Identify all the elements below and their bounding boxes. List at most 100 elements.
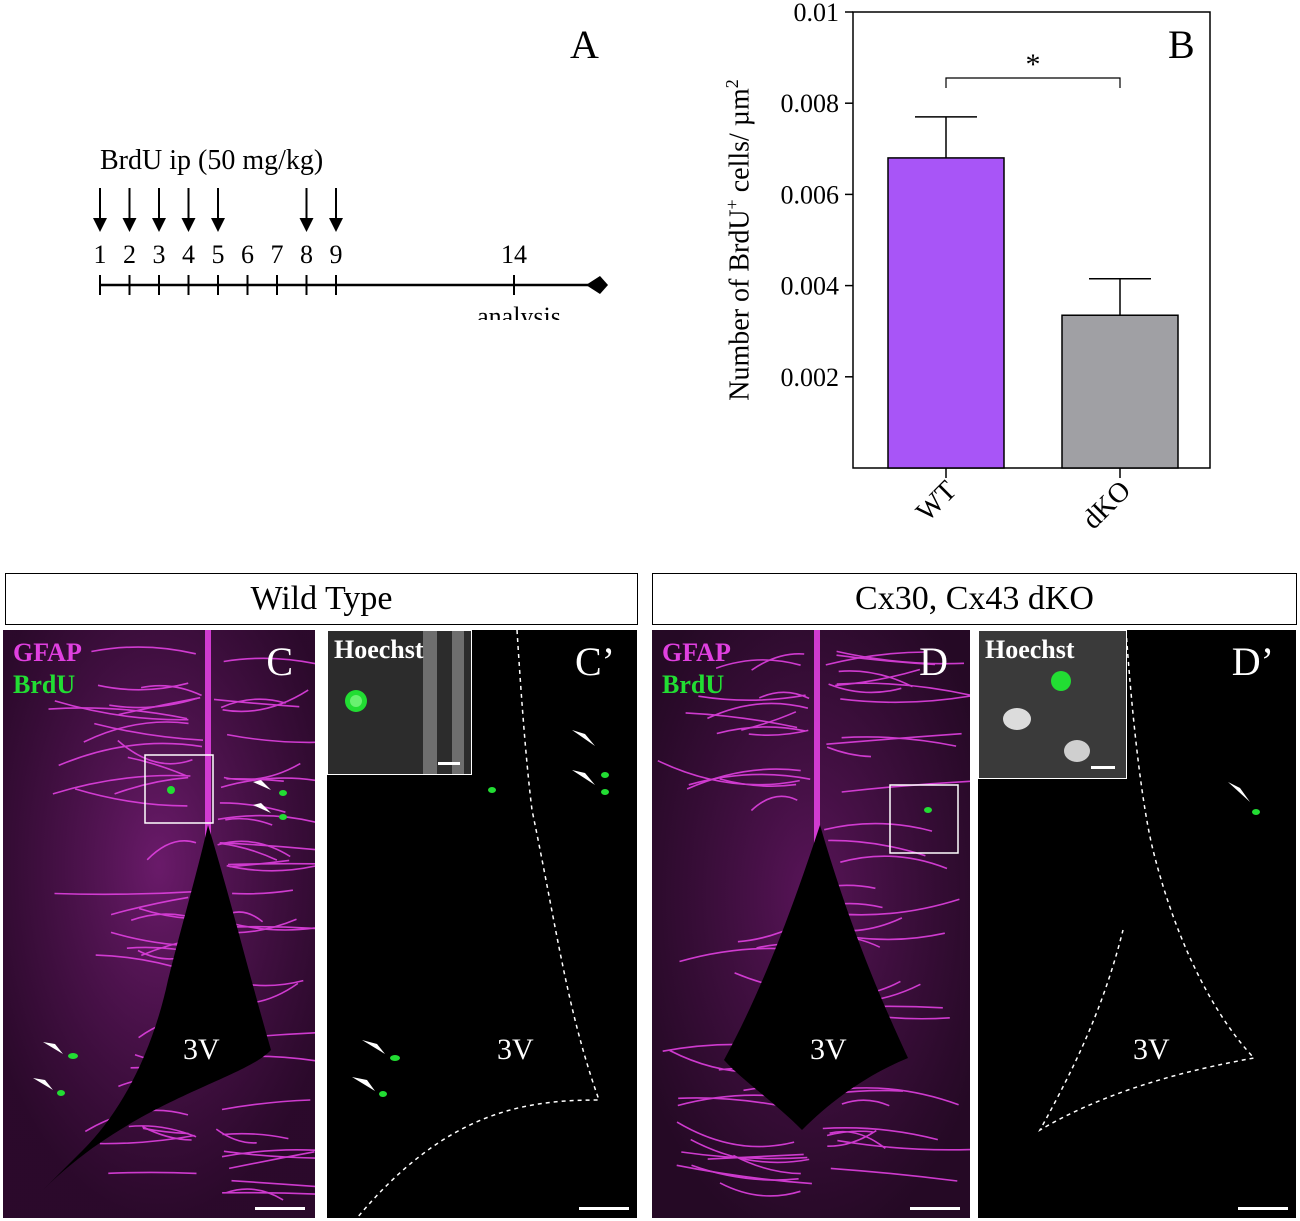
- dko-header-text: Cx30, Cx43 dKO: [855, 580, 1094, 617]
- gfap-fiber: [829, 1130, 886, 1150]
- scale-bar: [1238, 1207, 1288, 1210]
- gfap-fiber: [222, 1191, 315, 1195]
- gfap-fiber: [750, 795, 798, 812]
- injection-arrowhead: [152, 218, 166, 232]
- x-tick-label: dKO: [1077, 475, 1137, 535]
- ventricle-outline: [1038, 630, 1256, 1133]
- gfap-fiber: [676, 1121, 795, 1148]
- gfap-fiber: [141, 1125, 192, 1141]
- injection-arrowhead: [299, 218, 314, 232]
- panel-d-letter: D: [919, 639, 948, 684]
- gfap-fiber: [48, 707, 188, 720]
- end-label: analysis: [477, 302, 561, 320]
- brdu-label: BrdU: [13, 670, 76, 699]
- end-day-label: 14: [501, 240, 527, 269]
- hoechst-inset-image: [979, 631, 1126, 778]
- gfap-fiber: [223, 657, 315, 665]
- ventricle-label: 3V: [810, 1033, 847, 1066]
- day-label: 2: [123, 240, 136, 269]
- arrow-marks: [33, 780, 271, 1090]
- hoechst-label: Hoechst: [985, 635, 1075, 664]
- gfap-fiber: [715, 659, 801, 669]
- gfap-fiber: [222, 1132, 289, 1140]
- gfap-fiber: [99, 1134, 195, 1145]
- gfap-fiber: [108, 1171, 197, 1175]
- gfap-fiber: [657, 759, 800, 786]
- gfap-label: GFAP: [662, 638, 731, 667]
- gfap-fiber: [685, 712, 798, 729]
- y-tick-label: 0.01: [794, 0, 840, 27]
- gfap-fiber: [826, 732, 962, 745]
- gfap-fiber: [698, 694, 806, 702]
- gfap-fiber: [228, 1151, 315, 1170]
- ventricle-shape: [43, 825, 271, 1190]
- gfap-fiber: [231, 1179, 315, 1188]
- gfap-fiber: [840, 855, 948, 870]
- bar-chart: 0.002 0.004 0.006 0.008 0.01 WT dKO *: [781, 0, 1211, 535]
- gfap-label: GFAP: [13, 638, 82, 667]
- y-axis-label-sup2: 2: [722, 79, 742, 89]
- gfap-fiber: [707, 1153, 804, 1160]
- gfap-fiber: [114, 776, 189, 795]
- ventricle-label: 3V: [497, 1033, 534, 1066]
- gfap-fiber: [217, 814, 315, 823]
- day-label: 8: [300, 240, 313, 269]
- gfap-fiber: [676, 1164, 812, 1185]
- gfap-fiber: [94, 722, 204, 741]
- panel-c: GFAP BrdU C 3V: [3, 630, 315, 1218]
- gfap-fiber: [690, 1138, 810, 1164]
- arrow-marks: [1228, 782, 1250, 802]
- gfap-fiber: [716, 726, 806, 735]
- injection-arrowhead: [181, 218, 196, 232]
- significance-bracket: [945, 77, 1121, 88]
- gfap-fiber: [688, 773, 811, 786]
- injection-label: BrdU ip (50 mg/kg): [100, 145, 324, 176]
- gfap-fiber: [838, 670, 913, 688]
- wild-type-header: Wild Type: [5, 573, 638, 625]
- gfap-fiber: [52, 774, 191, 795]
- ventricle-outline: [356, 630, 601, 1218]
- gfap-fiber: [219, 802, 286, 813]
- gfap-fiber: [54, 890, 202, 896]
- y-axis-label-main: Number of BrdU: [724, 209, 756, 401]
- gfap-fiber: [226, 864, 315, 872]
- panel-d-prime-image: [1038, 630, 1260, 1133]
- gfap-fiber: [835, 668, 921, 687]
- gfap-fiber: [837, 1139, 970, 1151]
- hoechst-inset: Hoechst: [327, 630, 472, 775]
- ventricle-label: 3V: [183, 1033, 220, 1066]
- gfap-fiber: [686, 768, 801, 790]
- gfap-fiber: [225, 817, 273, 826]
- day-label: 9: [330, 240, 343, 269]
- gfap-fiber: [83, 721, 189, 743]
- y-tick-label: 0.002: [781, 363, 840, 392]
- gfap-fiber: [215, 1128, 257, 1144]
- day-label: 3: [153, 240, 166, 269]
- injection-arrowhead: [211, 218, 225, 232]
- gfap-fiber: [836, 682, 970, 696]
- ventricle-shape: [724, 825, 908, 1130]
- gfap-fiber: [681, 1151, 808, 1160]
- gfap-fiber: [827, 1129, 877, 1148]
- gfap-fiber: [219, 842, 278, 861]
- gfap-fiber: [719, 1182, 801, 1197]
- panel-d-prime: Hoechst D’ 3V: [978, 630, 1296, 1218]
- gfap-fiber: [826, 746, 872, 758]
- gfap-fiber: [223, 762, 301, 781]
- gfap-fiber: [232, 889, 294, 895]
- day-label: 4: [182, 240, 195, 269]
- gfap-fiber: [230, 922, 315, 931]
- wild-type-header-text: Wild Type: [250, 580, 393, 617]
- injection-arrowhead: [329, 218, 343, 232]
- gfap-fiber: [117, 739, 193, 765]
- inset-scale-bar: [1091, 766, 1115, 769]
- y-tick-label: 0.004: [781, 272, 840, 301]
- gfap-fiber: [221, 1149, 315, 1158]
- gfap-fiber: [758, 691, 810, 700]
- gfap-fiber: [227, 862, 315, 866]
- dko-header: Cx30, Cx43 dKO: [652, 573, 1297, 625]
- gfap-fiber: [825, 651, 928, 666]
- day-label: 7: [271, 240, 284, 269]
- y-axis-label-rest: cells/ µm: [724, 88, 756, 200]
- inset-scale-bar: [438, 762, 460, 765]
